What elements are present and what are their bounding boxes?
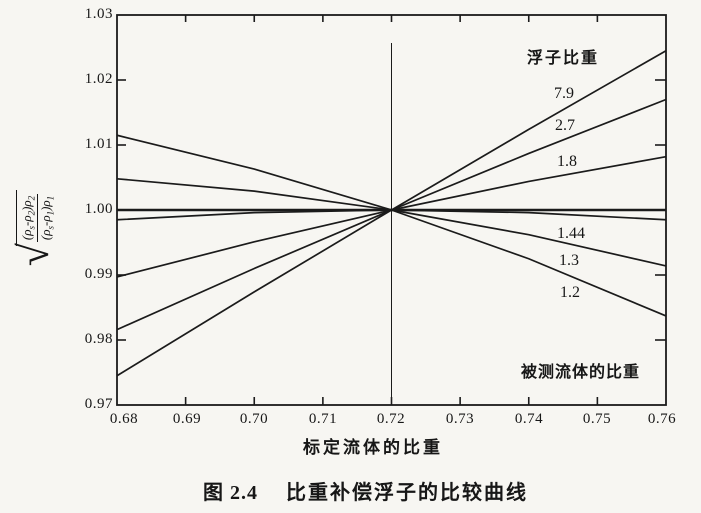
- sqrt-radical-symbol: √: [12, 243, 59, 267]
- y-tick-label-1.03: 1.03: [84, 6, 113, 22]
- y-tick-label-0.97: 0.97: [84, 396, 113, 412]
- formula-numerator: (ρs-ρ2)ρ2: [18, 195, 37, 241]
- formula-denominator: (ρs-ρ1)ρ1: [37, 193, 57, 243]
- y-tick-label-1.01: 1.01: [84, 136, 113, 152]
- y-tick-label-0.98: 0.98: [84, 331, 113, 347]
- figure-number: 图 2.4: [203, 482, 258, 504]
- x-tick-label-0.72: 0.72: [376, 411, 406, 427]
- curve-label-1.2: 1.2: [560, 284, 580, 301]
- y-tick-label-0.99: 0.99: [84, 266, 113, 282]
- figure-caption: 图 2.4 比重补偿浮子的比较曲线: [15, 476, 701, 505]
- x-tick-label-0.69: 0.69: [172, 411, 202, 427]
- y-axis-formula: √ (ρs-ρ2)ρ2 (ρs-ρ1)ρ1: [8, 158, 64, 298]
- y-tick-label-1.02: 1.02: [84, 71, 113, 87]
- x-tick-label-0.75: 0.75: [582, 411, 612, 427]
- curve-1.2: [116, 134, 667, 317]
- x-tick-label-0.68: 0.68: [109, 411, 139, 427]
- x-tick-label-0.76: 0.76: [647, 411, 677, 427]
- curve-label-1.3: 1.3: [559, 252, 579, 269]
- measured-fluid-gravity-label: 被测流体的比重: [521, 364, 641, 381]
- x-tick-label-0.73: 0.73: [445, 411, 475, 427]
- curve-label-1.44: 1.44: [557, 225, 585, 242]
- x-tick-label-0.70: 0.70: [239, 411, 269, 427]
- curve-label-1.8: 1.8: [557, 153, 577, 170]
- x-axis-title: 标定流体的比重: [303, 438, 443, 457]
- float-gravity-group-label: 浮子比重: [527, 50, 600, 67]
- figure-title: 比重补偿浮子的比较曲线: [286, 482, 528, 504]
- x-tick-label-0.71: 0.71: [308, 411, 338, 427]
- curve-label-2.7: 2.7: [555, 117, 575, 134]
- y-tick-label-1.00: 1.00: [84, 201, 113, 217]
- curve-label-7.9: 7.9: [554, 85, 574, 102]
- x-tick-label-0.74: 0.74: [514, 411, 544, 427]
